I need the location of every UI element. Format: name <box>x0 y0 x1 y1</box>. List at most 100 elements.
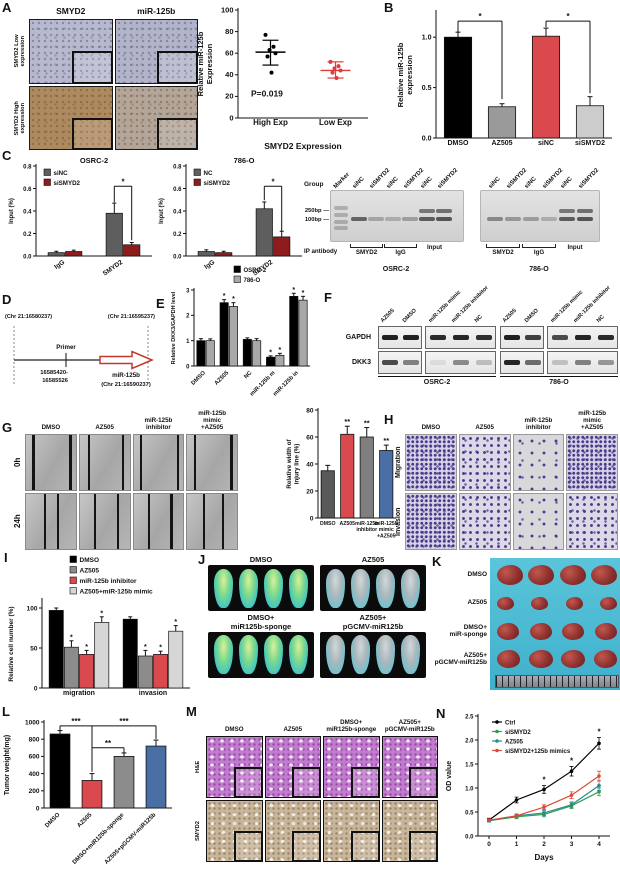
blot-box <box>425 326 496 349</box>
transwell-col-header: miR-125b inhibitor <box>524 417 553 432</box>
protein-band <box>429 359 446 366</box>
mouse <box>325 635 346 675</box>
svg-text:+AZ505: +AZ505 <box>377 533 396 539</box>
svg-text:400: 400 <box>29 771 40 778</box>
cell-line-label: OSRC-2 <box>378 376 496 394</box>
svg-text:injury line (%): injury line (%) <box>294 444 301 485</box>
gel-block: siNC siSMYD2 siNC siSMYD2 siNC siSMYD2 SMYD2 Ig… <box>480 156 600 273</box>
corner <box>338 376 374 394</box>
gel-marker-band <box>334 206 348 210</box>
svg-text:Ctrl: Ctrl <box>505 721 516 727</box>
blot-box <box>547 326 618 349</box>
gel-band <box>402 217 418 221</box>
scratch-line <box>69 435 72 490</box>
histology-inset <box>350 767 380 798</box>
histology-inset <box>350 831 380 862</box>
histology-image <box>381 800 438 862</box>
tumor-specimen <box>600 596 617 610</box>
ihc-image <box>114 19 198 84</box>
protein-band <box>402 334 419 341</box>
histology-image <box>264 800 321 862</box>
tumor-specimen <box>559 565 586 585</box>
panel-n-line-chart: 0.0 0.5 1.0 1.5 2.0 2.5 OD value 0 1 2 3 4 * * * Days Ct… <box>446 714 610 862</box>
svg-text:DMSO: DMSO <box>448 140 470 147</box>
ip-group-label: IgG <box>522 244 556 256</box>
mice-group-label: AZ505 <box>361 555 385 564</box>
svg-text:0.2: 0.2 <box>23 232 32 238</box>
histology-inset <box>409 831 438 862</box>
tumor-row <box>495 645 619 673</box>
scratch-line <box>147 494 151 549</box>
gel-band <box>541 217 557 221</box>
panel-m-label: M <box>186 704 197 719</box>
ip-group-text: IgG <box>533 249 545 256</box>
svg-text:DMSO+miR125b-sponge: DMSO+miR125b-sponge <box>72 812 126 866</box>
panel-e-bar-chart: 0 1 2 3 Relative DKK3/GAPDH level * * * * * * DMSO A… <box>171 265 310 398</box>
mouse <box>350 635 371 675</box>
panel-c-label: C <box>2 148 12 163</box>
svg-text:60: 60 <box>306 434 314 441</box>
mice-group-label: AZ505+ pGCMV-miR125b <box>342 613 404 631</box>
protein-band <box>429 334 446 341</box>
histology-image <box>206 800 263 862</box>
gel-band <box>505 217 521 221</box>
mouse <box>325 568 346 608</box>
protein-band <box>503 334 520 341</box>
histology-row-label: SMYD2 <box>195 821 202 841</box>
svg-text:DMSO: DMSO <box>80 557 100 564</box>
mouse <box>213 568 234 608</box>
cell-line-label: OSRC-2 <box>382 266 410 273</box>
gel-marker-band <box>334 213 348 217</box>
histology-inset <box>292 831 321 862</box>
protein-band <box>503 359 520 366</box>
panel-a-col-header: miR-125b <box>137 6 176 17</box>
wound-image <box>132 493 185 550</box>
scratch-line <box>116 494 120 549</box>
ihc-inset <box>157 117 198 150</box>
svg-text:*: * <box>542 776 546 785</box>
wound-row-label: 24h <box>12 514 22 529</box>
transwell-image <box>405 434 457 491</box>
tumor-specimen <box>529 622 552 640</box>
svg-text:Relative miR-125b: Relative miR-125b <box>396 42 405 107</box>
tumor-row <box>495 617 619 645</box>
svg-text:*: * <box>566 12 570 21</box>
wound-image <box>186 493 238 550</box>
transwell-row-label: Migration <box>395 446 402 479</box>
panel-a-row-label: SMYD2 Low expression <box>13 34 26 68</box>
scratch-line <box>32 435 35 490</box>
ip-group-label: SMYD2 <box>486 244 520 256</box>
svg-text:*: * <box>159 645 162 652</box>
svg-text:***: *** <box>71 717 81 726</box>
svg-text:0.8: 0.8 <box>23 164 32 170</box>
svg-text:0: 0 <box>487 841 491 848</box>
svg-text:200: 200 <box>29 788 40 795</box>
wound-row-label: 0h <box>12 457 22 468</box>
gel-band <box>436 217 452 221</box>
histology-image <box>323 736 380 798</box>
svg-text:*: * <box>232 296 235 303</box>
mice-image <box>208 631 314 678</box>
scratch-line <box>202 494 206 549</box>
gel-marker-label: Marker <box>332 171 351 190</box>
histology-col-header: DMSO+ miR125b-sponge <box>326 719 377 734</box>
svg-text:0.6: 0.6 <box>23 187 32 193</box>
blot-box <box>378 326 422 349</box>
protein-band <box>402 359 419 366</box>
scratch-line <box>230 435 233 490</box>
ip-group-text: Input <box>426 244 443 251</box>
mouse <box>288 635 309 675</box>
svg-text:AZ505: AZ505 <box>80 567 100 574</box>
svg-text:(Chr 21:16580237): (Chr 21:16580237) <box>5 314 52 320</box>
mouse <box>213 635 234 675</box>
svg-text:*: * <box>174 619 177 626</box>
svg-text:AZ505: AZ505 <box>339 521 355 527</box>
svg-text:2.0: 2.0 <box>465 738 474 744</box>
panel-k-label: K <box>432 554 442 569</box>
gel-band <box>577 217 593 221</box>
svg-text:*: * <box>100 610 103 617</box>
transwell-image <box>458 434 511 491</box>
blot-lane-labels: AZ505 DMSO miR-125b mimic miR-125b inhibito… <box>378 285 496 324</box>
svg-text:20: 20 <box>306 488 314 495</box>
svg-text:0.0: 0.0 <box>465 834 474 840</box>
